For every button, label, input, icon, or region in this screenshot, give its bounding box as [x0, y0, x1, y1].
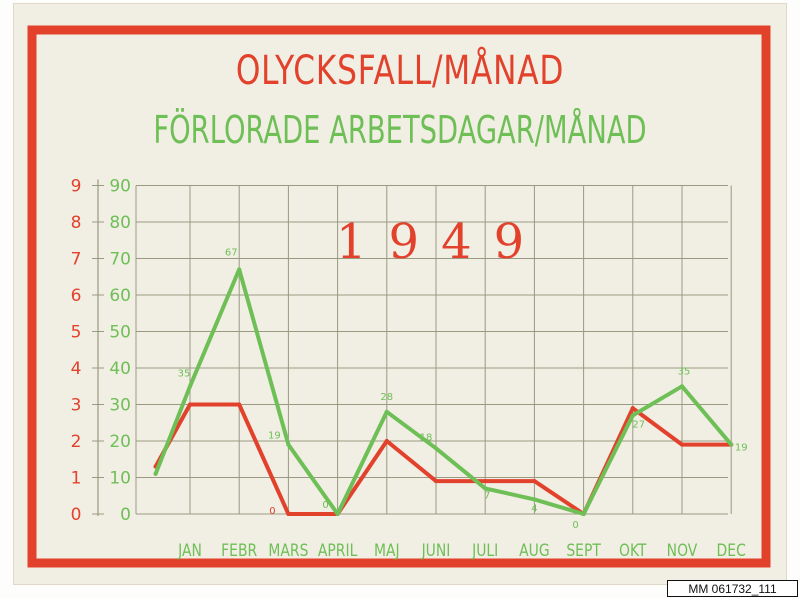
right-axis-tick-label: 70	[109, 250, 131, 270]
x-axis-category-label: DEC	[717, 541, 746, 561]
accidents-data-point	[384, 439, 389, 443]
accidents-data-point	[286, 512, 291, 516]
left-axis-tick-label: 8	[71, 213, 82, 233]
left-axis-tick-label: 7	[71, 250, 82, 270]
left-axis-tick-label: 0	[71, 505, 82, 525]
lost-days-data-point	[237, 267, 242, 272]
x-axis-category-label: OKT	[619, 541, 647, 561]
accidents-data-point	[680, 442, 684, 447]
data-label: 19	[735, 443, 748, 454]
data-label: 27	[632, 419, 645, 430]
data-label: 0	[572, 520, 578, 531]
catalog-id-label: MM 061732_111	[667, 580, 798, 597]
chart-title: OLYCKSFALL/MÅNAD	[235, 48, 565, 94]
right-axis-tick-label: 0	[120, 505, 131, 525]
x-axis-category-label: MAJ	[374, 541, 400, 561]
chart-subtitle: FÖRLORADE ARBETSDAGAR/MÅNAD	[153, 108, 647, 152]
left-axis-tick-label: 1	[71, 469, 82, 489]
accidents-data-point	[434, 479, 438, 484]
x-axis-category-label: MARS	[268, 541, 308, 561]
x-axis-category-label: JUNI	[421, 541, 451, 561]
data-label: 67	[225, 247, 238, 258]
data-label: 35	[178, 368, 191, 379]
lost-days-data-point	[434, 446, 438, 451]
data-label: 35	[678, 366, 691, 377]
x-axis-category-label: APRIL	[318, 541, 358, 561]
right-axis-tick-label: 90	[109, 177, 131, 197]
right-axis-tick-label: 20	[109, 432, 131, 452]
right-axis-tick-label: 80	[109, 213, 131, 233]
left-axis-tick-label: 9	[71, 177, 82, 197]
accidents-data-point	[483, 479, 488, 484]
x-axis-category-label: NOV	[667, 541, 698, 561]
right-axis-tick-label: 10	[109, 469, 131, 489]
left-axis-tick-label: 6	[71, 286, 82, 306]
lost-days-data-point	[286, 442, 291, 447]
lost-days-data-point	[630, 413, 635, 418]
lost-days-data-point	[680, 384, 684, 389]
lost-days-data-point	[483, 486, 488, 491]
red-border-frame	[27, 25, 771, 568]
data-label: 28	[380, 392, 393, 403]
lost-days-data-point	[532, 497, 537, 502]
data-label: 0	[269, 506, 275, 517]
left-axis-tick-label: 3	[71, 396, 82, 416]
lost-days-data-point	[384, 409, 389, 414]
data-label: 4	[531, 503, 537, 514]
right-axis-tick-label: 50	[109, 323, 131, 343]
lost-days-data-point	[581, 512, 586, 516]
accidents-data-point	[188, 402, 192, 407]
right-axis-tick-label: 40	[109, 359, 131, 379]
lost-days-data-point	[153, 471, 158, 476]
lost-days-data-point	[335, 512, 340, 516]
x-axis-category-label: JULI	[471, 541, 498, 561]
x-axis-category-label: FEBR	[221, 541, 257, 561]
accidents-data-point	[532, 479, 537, 484]
left-axis-tick-label: 4	[71, 359, 82, 379]
data-label: 7	[484, 490, 490, 501]
data-label: 0	[322, 500, 328, 511]
right-axis-tick-label: 30	[109, 396, 131, 416]
data-label: 19	[268, 431, 281, 442]
left-axis-tick-label: 5	[71, 323, 82, 343]
accidents-data-point	[237, 402, 242, 407]
chart-board	[14, 4, 786, 584]
x-axis-category-label: SEPT	[566, 541, 601, 561]
x-axis-category-label: JAN	[177, 541, 202, 561]
data-label: 18	[420, 432, 433, 443]
x-axis-category-label: AUG	[519, 541, 550, 561]
right-axis-tick-label: 60	[109, 286, 131, 306]
accidents-data-point	[630, 406, 635, 411]
chart-year-label: 1949	[336, 214, 547, 270]
left-axis-tick-label: 2	[71, 432, 82, 452]
lost-days-data-point	[188, 384, 192, 389]
lost-days-data-point	[729, 442, 734, 447]
